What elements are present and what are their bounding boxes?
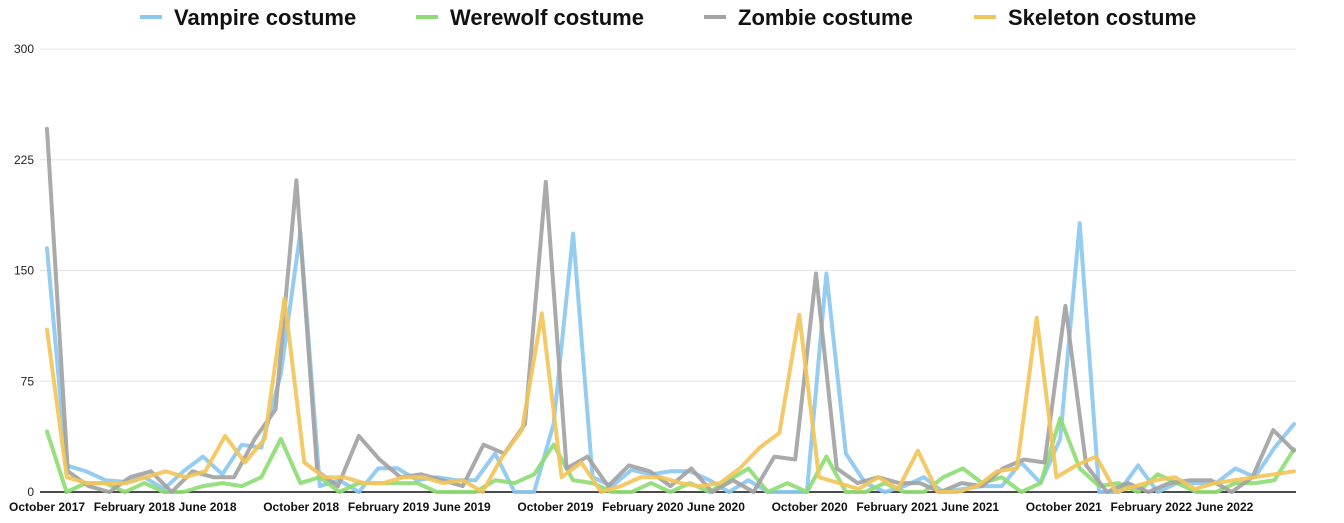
x-tick-label: February 2022 bbox=[1111, 500, 1193, 514]
series-lines bbox=[45, 126, 1296, 494]
y-tick-label: 300 bbox=[14, 42, 34, 56]
legend-label: Zombie costume bbox=[738, 5, 913, 30]
series-line-4 bbox=[45, 296, 1296, 494]
x-tick-label: October 2021 bbox=[1026, 500, 1102, 514]
x-tick-label: October 2017 bbox=[9, 500, 85, 514]
x-axis-ticks: October 2017 February 2018 June 2018 Octobe… bbox=[9, 500, 1254, 514]
x-tick-label: June 2020 bbox=[687, 500, 745, 514]
x-tick-label: February 2019 bbox=[348, 500, 430, 514]
x-tick-label: February 2020 bbox=[602, 500, 684, 514]
legend-label: Skeleton costume bbox=[1008, 5, 1196, 30]
y-tick-label: 0 bbox=[27, 485, 34, 499]
legend-label: Vampire costume bbox=[174, 5, 356, 30]
legend-label: Werewolf costume bbox=[450, 5, 644, 30]
y-tick-label: 75 bbox=[21, 374, 35, 388]
x-tick-label: February 2018 bbox=[94, 500, 176, 514]
grid-lines bbox=[40, 48, 1296, 382]
series-line-3 bbox=[45, 126, 1296, 494]
series-line-2 bbox=[45, 416, 1296, 494]
x-tick-label: October 2018 bbox=[263, 500, 339, 514]
x-tick-label: October 2019 bbox=[517, 500, 593, 514]
y-tick-label: 225 bbox=[14, 153, 34, 167]
x-tick-label: October 2020 bbox=[772, 500, 848, 514]
y-axis-ticks: 0 75 150 225 300 bbox=[14, 42, 34, 499]
x-tick-label: June 2018 bbox=[178, 500, 236, 514]
x-tick-label: June 2019 bbox=[433, 500, 491, 514]
x-tick-label: June 2021 bbox=[941, 500, 999, 514]
x-tick-label: February 2021 bbox=[856, 500, 938, 514]
series-line-1 bbox=[45, 221, 1296, 494]
y-tick-label: 150 bbox=[14, 264, 34, 278]
x-tick-label: June 2022 bbox=[1195, 500, 1253, 514]
legend: Vampire costume Werewolf costume Zombie co… bbox=[140, 5, 1196, 30]
